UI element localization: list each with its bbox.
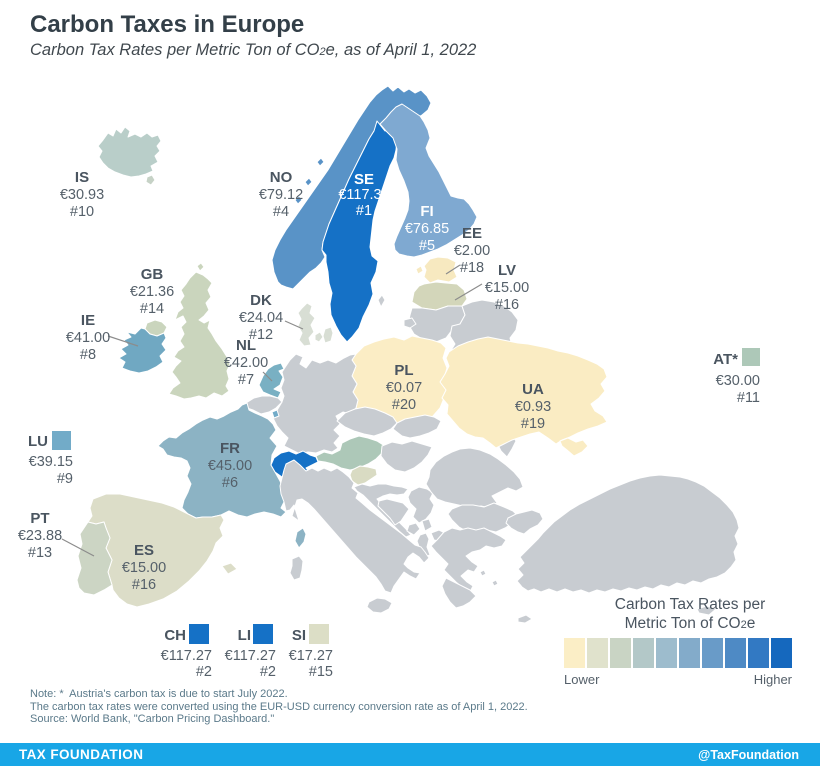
- svg-text:CH: CH: [164, 627, 186, 644]
- svg-text:NO: NO: [270, 169, 293, 186]
- svg-text:PL: PL: [394, 362, 413, 379]
- svg-text:#11: #11: [737, 390, 760, 406]
- svg-text:€23.88: €23.88: [18, 528, 62, 544]
- svg-text:€15.00: €15.00: [122, 560, 166, 576]
- svg-text:FR: FR: [220, 440, 240, 457]
- svg-text:#19: #19: [521, 416, 545, 432]
- svg-text:UA: UA: [522, 381, 544, 398]
- svg-text:SI: SI: [292, 627, 306, 644]
- svg-text:#18: #18: [460, 260, 484, 276]
- svg-text:#2: #2: [196, 664, 212, 680]
- svg-text:Metric Ton of CO2e: Metric Ton of CO2e: [625, 615, 756, 632]
- svg-text:IS: IS: [75, 169, 89, 186]
- svg-text:€79.12: €79.12: [259, 187, 303, 203]
- svg-text:#15: #15: [309, 664, 333, 680]
- svg-text:AT*: AT*: [713, 351, 738, 368]
- svg-text:#20: #20: [392, 397, 416, 413]
- svg-text:#13: #13: [28, 545, 52, 561]
- svg-text:€24.04: €24.04: [239, 310, 283, 326]
- svg-text:#16: #16: [495, 297, 519, 313]
- svg-text:€42.00: €42.00: [224, 355, 268, 371]
- svg-text:#9: #9: [57, 471, 73, 487]
- svg-text:LV: LV: [498, 262, 516, 279]
- svg-text:ES: ES: [134, 542, 154, 559]
- svg-text:LI: LI: [238, 627, 251, 644]
- svg-text:#5: #5: [419, 238, 435, 254]
- svg-text:€0.07: €0.07: [386, 380, 422, 396]
- svg-text:€117.27: €117.27: [225, 648, 276, 664]
- svg-text:€41.00: €41.00: [66, 330, 110, 346]
- svg-text:Higher: Higher: [754, 672, 793, 687]
- svg-text:€76.85: €76.85: [405, 221, 449, 237]
- svg-text:LU: LU: [28, 433, 48, 450]
- svg-text:IE: IE: [81, 312, 95, 329]
- svg-text:#2: #2: [260, 664, 276, 680]
- svg-text:DK: DK: [250, 292, 272, 309]
- svg-text:PT: PT: [30, 510, 49, 527]
- svg-text:€15.00: €15.00: [485, 280, 529, 296]
- svg-text:FI: FI: [420, 203, 433, 220]
- svg-text:#12: #12: [249, 327, 273, 343]
- svg-text:€17.27: €17.27: [289, 648, 333, 664]
- svg-text:GB: GB: [141, 266, 164, 283]
- svg-text:EE: EE: [462, 225, 482, 242]
- svg-text:#8: #8: [80, 347, 96, 363]
- svg-text:#10: #10: [70, 204, 94, 220]
- svg-text:€2.00: €2.00: [454, 243, 490, 259]
- svg-text:€39.15: €39.15: [29, 454, 73, 470]
- svg-text:€0.93: €0.93: [515, 399, 551, 415]
- svg-text:#4: #4: [273, 204, 289, 220]
- svg-text:#14: #14: [140, 301, 164, 317]
- svg-text:#1: #1: [356, 203, 372, 219]
- svg-text:#7: #7: [238, 372, 254, 388]
- svg-text:€30.93: €30.93: [60, 187, 104, 203]
- svg-text:Carbon Tax Rates per: Carbon Tax Rates per: [615, 596, 766, 613]
- svg-text:€117.30: €117.30: [338, 187, 389, 203]
- svg-text:#6: #6: [222, 475, 238, 491]
- svg-text:Lower: Lower: [564, 672, 600, 687]
- svg-text:€117.27: €117.27: [161, 648, 212, 664]
- svg-text:SE: SE: [354, 171, 374, 188]
- svg-text:€30.00: €30.00: [716, 373, 760, 389]
- svg-text:€21.36: €21.36: [130, 284, 174, 300]
- svg-text:€45.00: €45.00: [208, 458, 252, 474]
- svg-text:#16: #16: [132, 577, 156, 593]
- svg-text:NL: NL: [236, 337, 256, 354]
